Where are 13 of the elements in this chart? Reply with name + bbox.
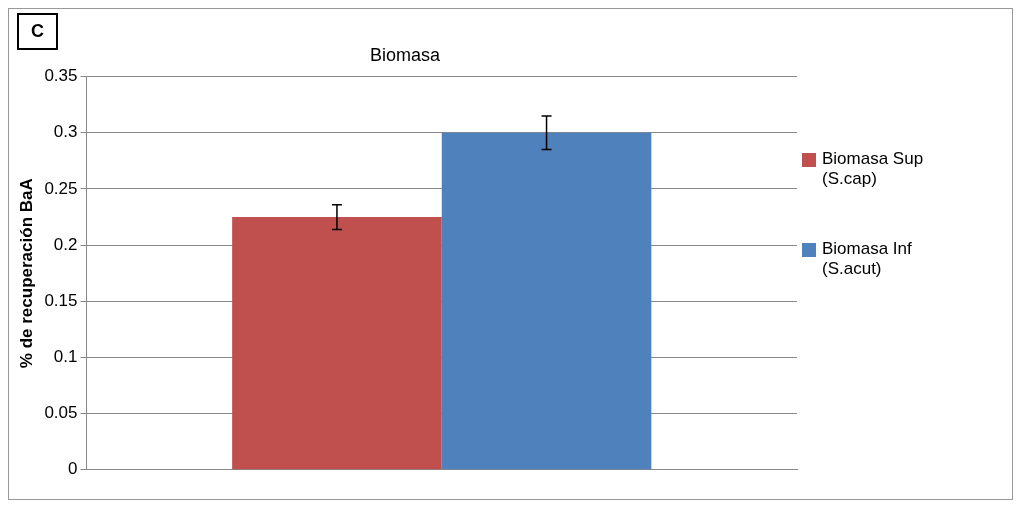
y-tick-label: 0: [68, 459, 78, 479]
y-tick-label: 0.25: [44, 178, 78, 198]
chart-title: Biomasa: [369, 44, 441, 65]
legend-label: Biomasa Sup (S.cap): [822, 149, 925, 189]
legend-label: Biomasa Inf (S.acut): [822, 239, 913, 279]
y-tick-label: 0.35: [44, 66, 78, 86]
y-tick-label: 0.2: [53, 234, 78, 254]
y-tick-label: 0.3: [53, 122, 78, 142]
y-tick-label: 0.15: [44, 290, 78, 310]
y-tick-label: 0.05: [44, 403, 78, 423]
y-tick-label: 0.1: [53, 347, 78, 367]
y-axis-title: % de recuperación BaA: [16, 178, 36, 369]
text: C: [17, 13, 58, 50]
